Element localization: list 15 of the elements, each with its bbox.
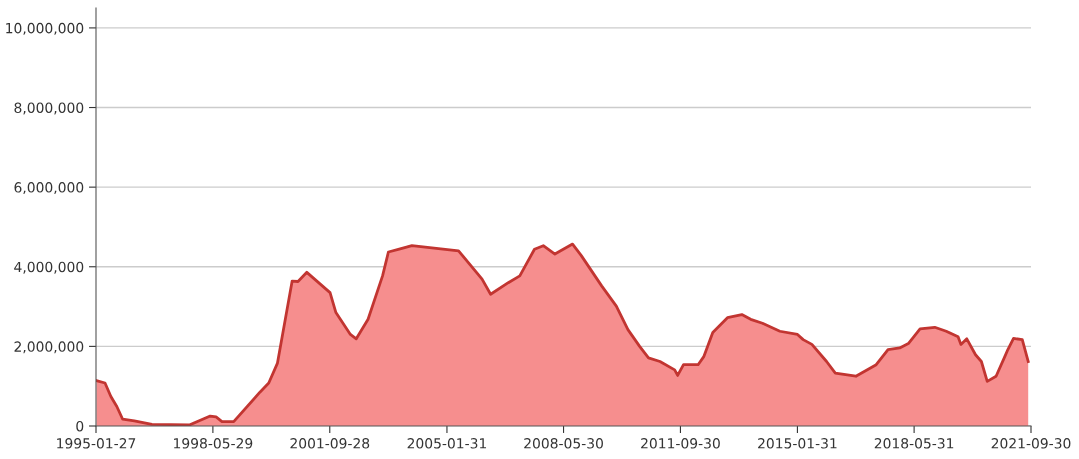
x-tick-label: 1995-01-27 bbox=[57, 438, 136, 449]
y-tick-label: 4,000,000 bbox=[14, 261, 84, 274]
y-tick-label: 10,000,000 bbox=[6, 22, 84, 35]
x-tick-label: 2011-09-30 bbox=[641, 438, 720, 449]
y-tick-label: 0 bbox=[76, 420, 84, 432]
x-tick-label: 2015-01-31 bbox=[758, 438, 837, 449]
x-tick-label: 2018-05-31 bbox=[874, 438, 954, 449]
x-tick-label: 1998-05-29 bbox=[174, 438, 253, 449]
y-tick-label: 8,000,000 bbox=[14, 102, 84, 115]
x-tick-label: 2021-09-30 bbox=[991, 438, 1071, 449]
y-tick-label: 2,000,000 bbox=[14, 341, 84, 354]
x-tick-label: 2005-01-31 bbox=[407, 438, 487, 449]
x-tick-label: 2001-09-28 bbox=[290, 438, 370, 449]
x-tick-label: 2008-05-30 bbox=[524, 438, 603, 449]
y-tick-label: 6,000,000 bbox=[14, 182, 84, 195]
